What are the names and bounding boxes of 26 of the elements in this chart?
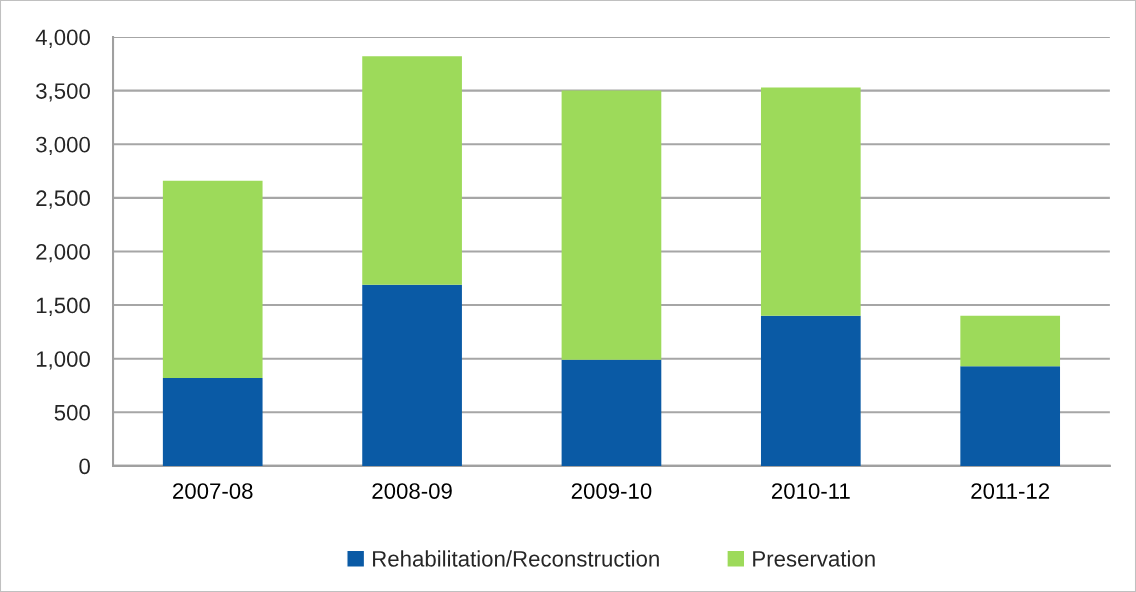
x-tick-label: 2010-11: [771, 483, 850, 499]
x-tick-label: 2011-12: [971, 483, 1050, 499]
bar: [760, 87, 861, 316]
y-tick-label: 0: [79, 458, 90, 475]
bar: [960, 315, 1061, 367]
bar: [561, 90, 662, 360]
legend-label: Rehabilitation/Reconstruction: [373, 550, 659, 567]
bar: [760, 315, 861, 466]
y-tick-label: 3,000: [36, 136, 90, 156]
x-tick-label: 2009-10: [571, 483, 652, 499]
bar: [362, 56, 462, 285]
x-tick-label: 2008-09: [372, 483, 452, 499]
y-tick-label: 1,500: [36, 297, 90, 316]
bar: [561, 359, 662, 466]
y-tick-label: 3,500: [36, 83, 90, 102]
bar: [362, 284, 462, 466]
y-tick-label: 1,000: [36, 351, 90, 370]
bar: [960, 366, 1061, 466]
bar: [162, 180, 263, 378]
y-tick-label: 2,000: [36, 243, 90, 263]
legend-label: Preservation: [753, 550, 875, 567]
y-tick-label: 2,500: [36, 190, 90, 209]
bar: [162, 377, 263, 466]
y-tick-label: 4,000: [35, 29, 90, 48]
x-tick-label: 2007-08: [173, 483, 253, 499]
y-tick-label: 500: [54, 404, 90, 421]
